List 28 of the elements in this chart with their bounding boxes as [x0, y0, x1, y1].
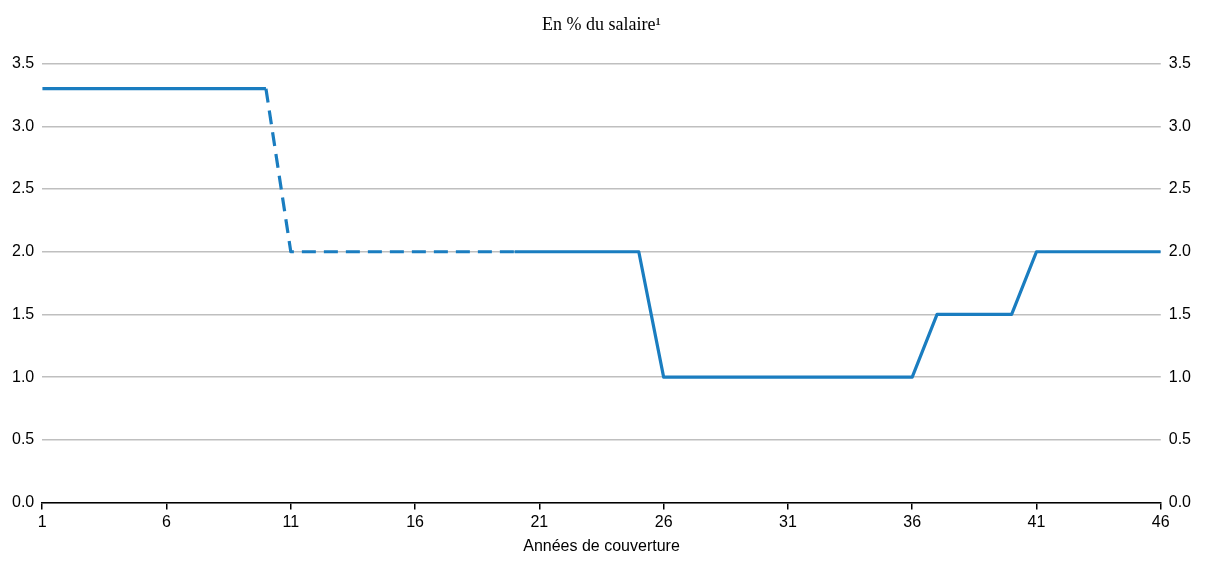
x-tick-label: 46	[1151, 512, 1170, 530]
y-tick-label: 1.5	[11, 304, 35, 322]
y2-tick-label: 3.5	[1168, 54, 1192, 72]
x-tick-label: 1	[37, 512, 47, 530]
y-tick-label: 0.0	[11, 493, 35, 511]
y-tick-label: 0.5	[11, 430, 35, 448]
x-tick-label: 26	[654, 512, 673, 530]
x-tick-label: 21	[530, 512, 549, 530]
y2-tick-label: 3.0	[1168, 116, 1192, 134]
y2-tick-label: 0.0	[1168, 493, 1192, 511]
y-tick-label: 2.0	[11, 242, 35, 260]
y-tick-label: 3.5	[11, 54, 35, 72]
x-tick-label: 31	[779, 512, 797, 530]
y-tick-label: 1.0	[11, 367, 35, 385]
x-tick-label: 6	[162, 512, 172, 530]
y2-tick-label: 1.0	[1168, 367, 1192, 385]
y2-tick-label: 2.0	[1168, 242, 1192, 260]
x-tick-label: 41	[1027, 512, 1046, 530]
x-tick-label: 11	[282, 512, 300, 530]
chart-title: En % du salaire¹	[542, 13, 661, 34]
x-tick-label: 36	[903, 512, 922, 530]
y2-tick-label: 2.5	[1168, 179, 1192, 197]
y-tick-label: 2.5	[11, 179, 35, 197]
x-tick-label: 16	[406, 512, 425, 530]
y2-tick-label: 1.5	[1168, 304, 1192, 322]
x-axis-title: Années de couverture	[523, 536, 680, 554]
y2-tick-label: 0.5	[1168, 430, 1192, 448]
y-tick-label: 3.0	[11, 116, 35, 134]
